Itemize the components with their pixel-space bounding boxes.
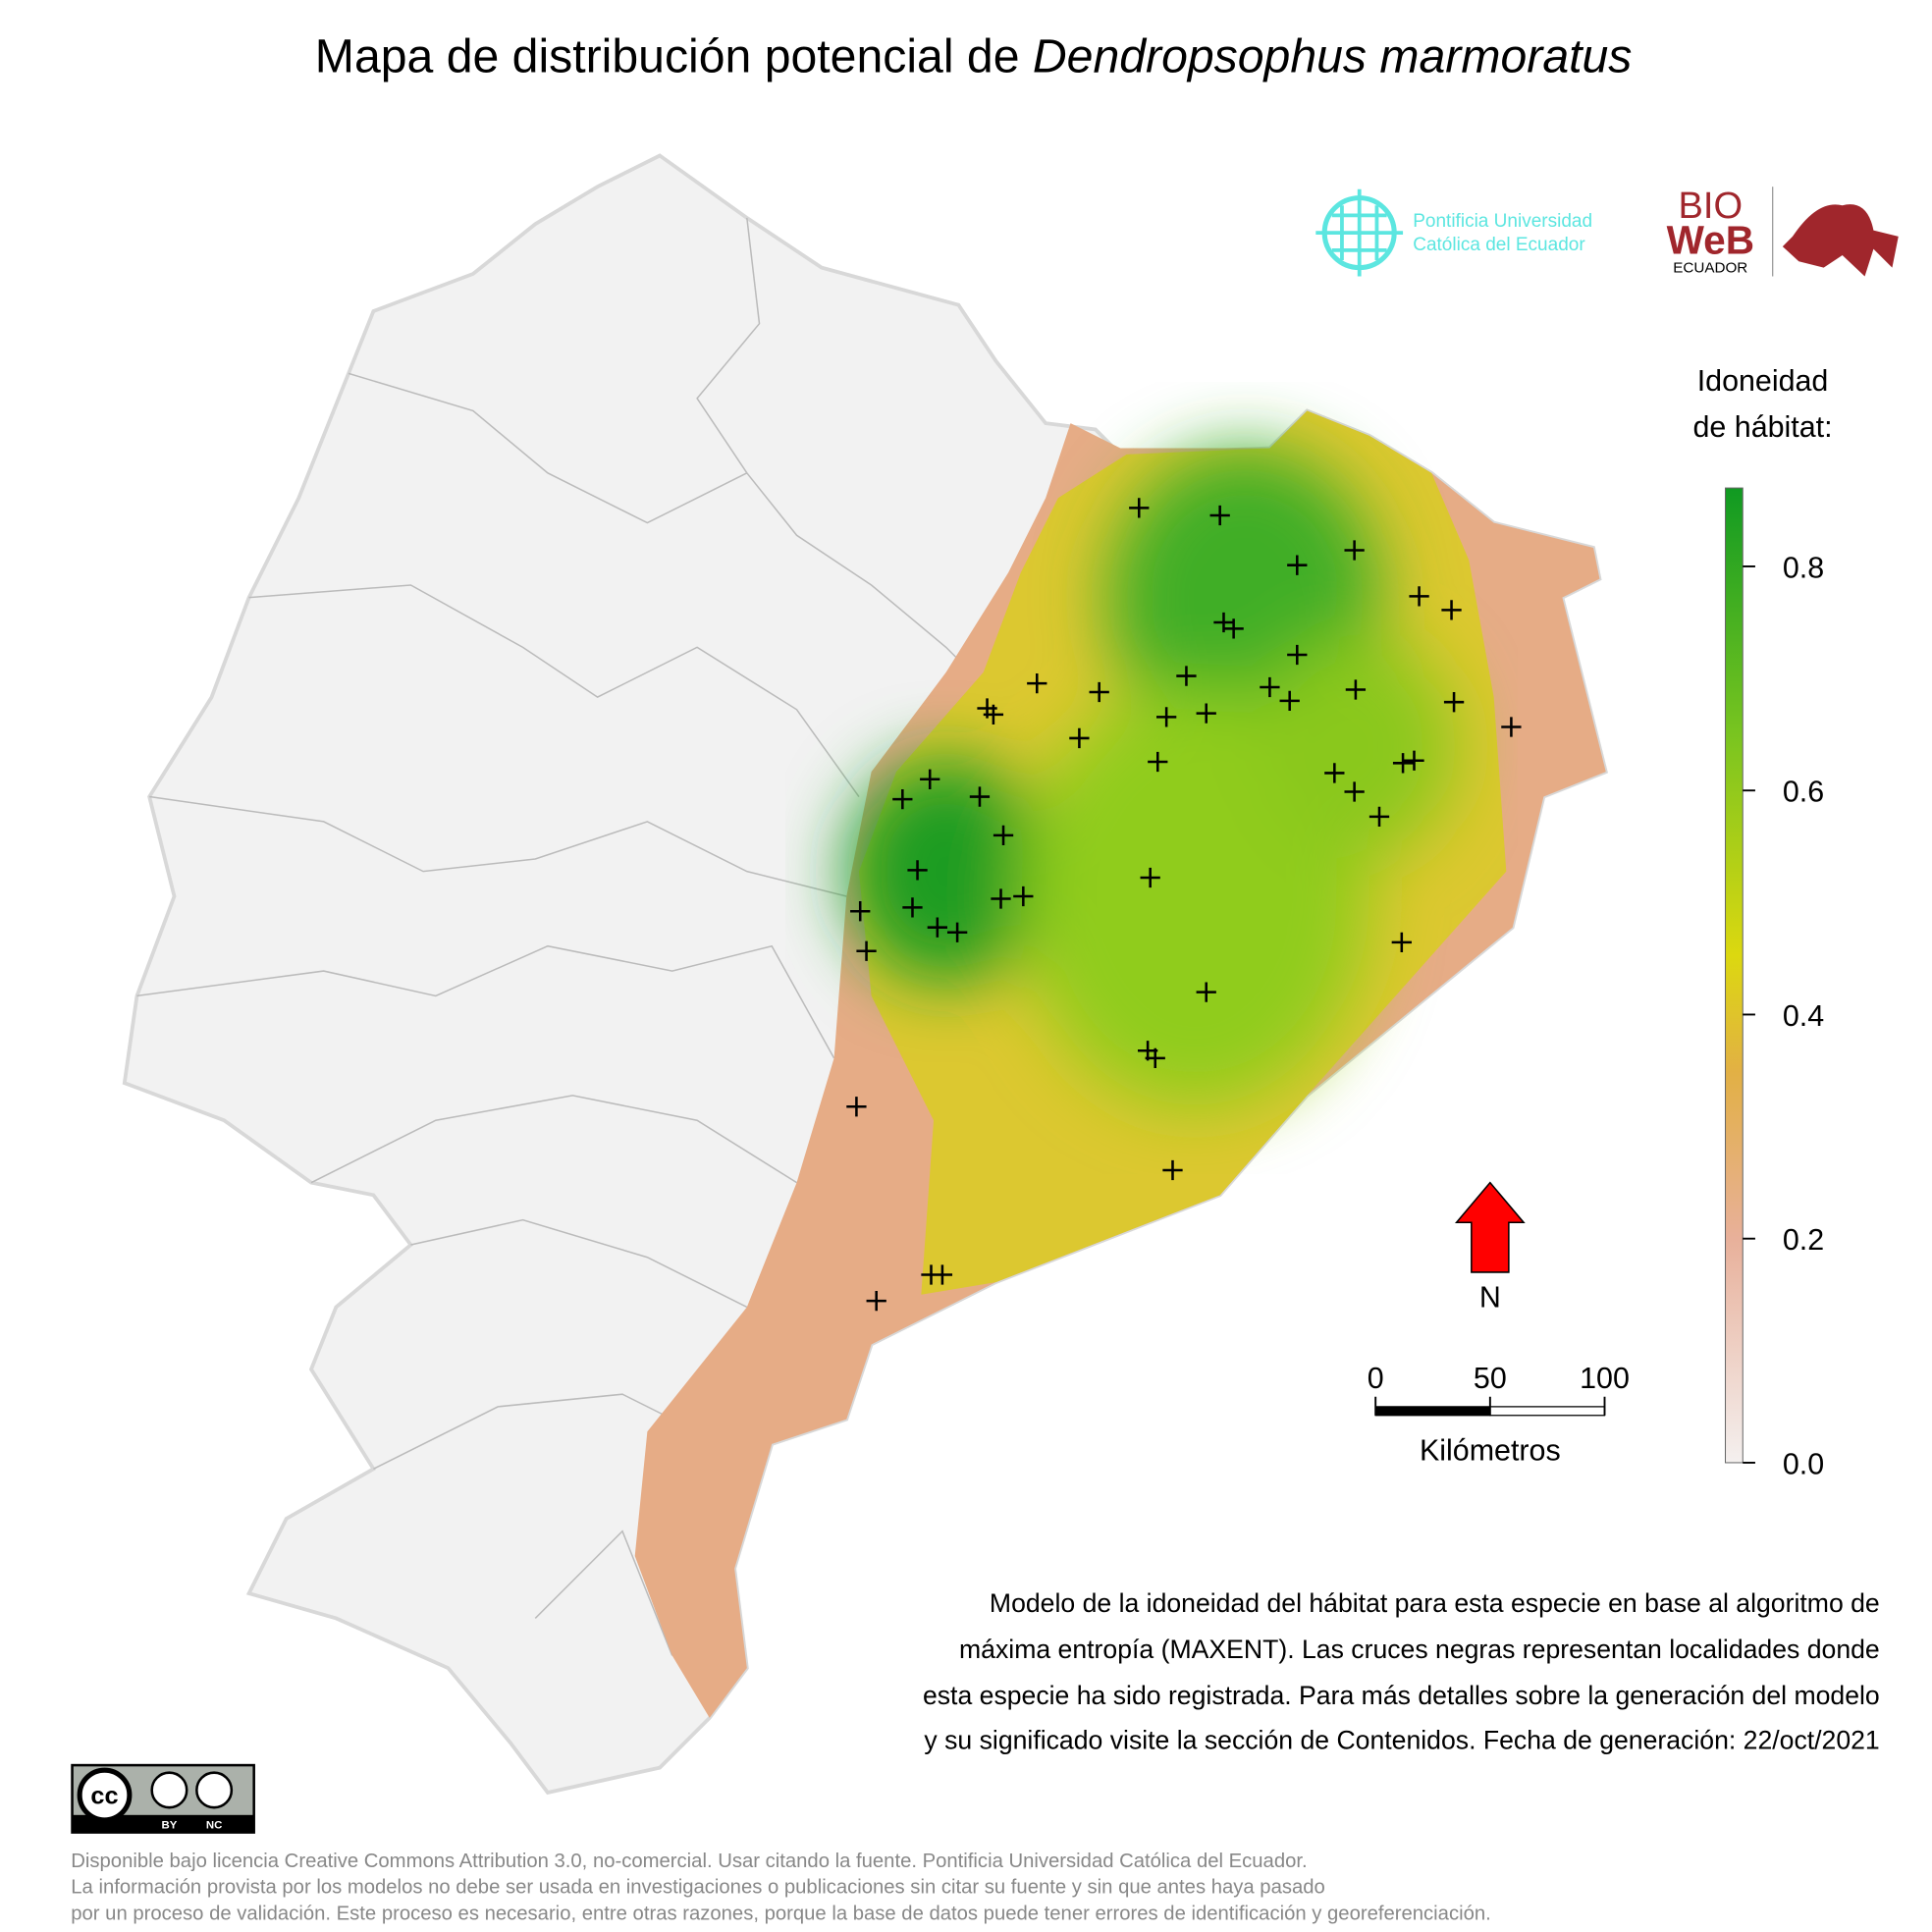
nc-label: NC	[206, 1820, 222, 1832]
license-text: Disponible bajo licencia Creative Common…	[71, 1851, 1491, 1924]
description: Modelo de la idoneidad del hábitat para …	[923, 1588, 1880, 1754]
scale-tick-label: 50	[1474, 1362, 1507, 1395]
bioweb-web: WeB	[1667, 218, 1754, 263]
legend-tick-label: 0.0	[1783, 1447, 1824, 1480]
puce-line: Católica del Ecuador	[1413, 235, 1585, 255]
description-line: máxima entropía (MAXENT). Las cruces neg…	[959, 1635, 1880, 1664]
legend-tick-label: 0.6	[1783, 776, 1824, 809]
legend-title: Idoneidad	[1697, 364, 1829, 398]
license-line: Disponible bajo licencia Creative Common…	[71, 1851, 1307, 1872]
bioweb-bio: BIO	[1679, 186, 1744, 227]
legend-title: de hábitat:	[1692, 410, 1832, 444]
suitability-high	[846, 448, 1457, 1108]
scale-segment	[1489, 1406, 1606, 1417]
title-species: Dendropsophus marmoratus	[1033, 30, 1632, 83]
cc-label: cc	[90, 1782, 118, 1809]
license-line: por un proceso de validación. Este proce…	[71, 1903, 1491, 1924]
puce-logo: Pontificia Universidad Católica del Ecua…	[1315, 188, 1592, 277]
north-label: N	[1479, 1280, 1501, 1314]
legend-tick-label: 0.8	[1783, 551, 1824, 584]
legend: Idoneidad de hábitat: 0.0 0.2 0.4 0.6 0.8	[1692, 364, 1832, 1480]
legend-tick-label: 0.4	[1783, 999, 1824, 1033]
bioweb-ecuador: ECUADOR	[1673, 260, 1747, 277]
bioweb-logo: BIO WeB ECUADOR	[1667, 186, 1899, 277]
description-line: esta especie ha sido registrada. Para má…	[923, 1681, 1880, 1710]
description-line: Modelo de la idoneidad del hábitat para …	[990, 1588, 1880, 1618]
north-arrow: N	[1454, 1181, 1526, 1314]
scale-tick-label: 100	[1580, 1362, 1630, 1395]
scale-segment	[1374, 1406, 1491, 1417]
by-label: BY	[162, 1820, 178, 1832]
color-bar	[1724, 487, 1744, 1464]
legend-tick-label: 0.2	[1783, 1223, 1824, 1257]
scale-unit: Kilómetros	[1420, 1433, 1561, 1467]
cc-badge: cc BY NC	[71, 1763, 255, 1834]
locality-crosses	[846, 498, 1522, 1312]
scale-bar: Kilómetros 0 50 100	[1368, 1362, 1630, 1468]
title-prefix: Mapa de distribución potencial de	[315, 30, 1033, 83]
puce-line: Pontificia Universidad	[1413, 211, 1592, 232]
license-line: La información provista por los modelos …	[71, 1877, 1325, 1899]
scale-tick-label: 0	[1368, 1362, 1384, 1395]
description-line: y su significado visite la sección de Co…	[924, 1726, 1879, 1755]
title: Mapa de distribución potencial de Dendro…	[315, 30, 1633, 83]
